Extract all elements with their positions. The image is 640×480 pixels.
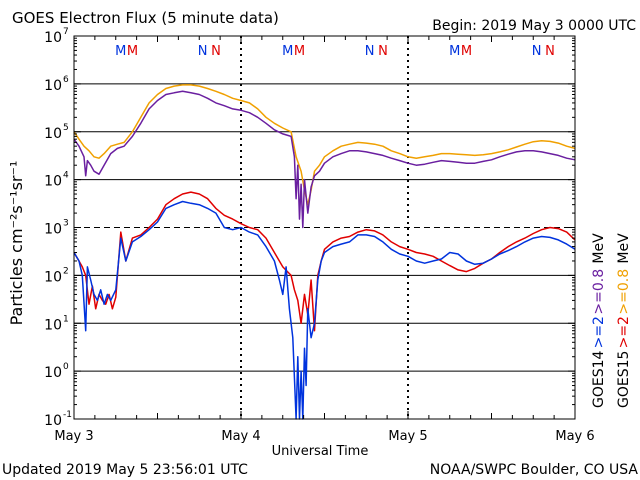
- credit-text: NOAA/SWPC Boulder, CO USA: [430, 462, 639, 478]
- event-marker: N: [378, 44, 388, 59]
- event-marker: M: [282, 44, 293, 59]
- x-axis-ticks: May 3 May 4 May 5 May 6: [54, 36, 595, 444]
- event-marker: M: [127, 44, 138, 59]
- y-tick-exponent: 3: [63, 219, 69, 229]
- plot-frame: [73, 35, 576, 420]
- y-tick-label: 10: [44, 78, 62, 94]
- event-marker: M: [294, 44, 305, 59]
- event-marker: N: [211, 44, 221, 59]
- y-tick-exponent: 7: [63, 27, 69, 37]
- y-tick-label: 10: [44, 365, 62, 381]
- legend-entry: >=0.8: [616, 269, 632, 315]
- y-tick-exponent: 1: [63, 314, 69, 324]
- event-marker: N: [532, 44, 542, 59]
- x-axis-label: Universal Time: [272, 444, 369, 459]
- legend-entry: >=2: [616, 316, 632, 348]
- series-line: [73, 90, 576, 229]
- y-tick-exponent: 2: [63, 266, 69, 276]
- y-tick-exponent: 5: [63, 123, 69, 133]
- event-marker: M: [115, 44, 126, 59]
- event-marker: N: [365, 44, 375, 59]
- y-tick-label: 10: [44, 413, 62, 429]
- legend-entry: GOES14: [591, 350, 607, 408]
- event-marker: N: [198, 44, 208, 59]
- event-marker: M: [449, 44, 460, 59]
- begin-date: Begin: 2019 May 3 0000 UTC: [432, 18, 636, 34]
- x-tick-label: May 5: [388, 429, 427, 444]
- y-tick-label: 10: [44, 222, 62, 238]
- chart-title: GOES Electron Flux (5 minute data): [12, 9, 279, 27]
- x-tick-label: May 3: [54, 429, 93, 444]
- y-tick-exponent: 6: [63, 75, 69, 85]
- gridlines: [74, 36, 575, 419]
- series-line: [73, 191, 576, 332]
- y-tick-label: 10: [44, 317, 62, 333]
- y-tick-label: 10: [44, 174, 62, 190]
- updated-timestamp: Updated 2019 May 5 23:56:01 UTC: [2, 462, 248, 478]
- legend-entry: MeV: [616, 233, 632, 264]
- y-tick-label: 10: [44, 269, 62, 285]
- legend-entry: >=0.8: [591, 269, 607, 315]
- series-line: [73, 200, 576, 420]
- y-tick-exponent: 0: [63, 362, 69, 372]
- series-line: [73, 84, 576, 206]
- y-tick-label: 10: [44, 126, 62, 142]
- y-tick-exponent: -1: [63, 410, 72, 420]
- legend-entry: GOES15: [616, 351, 632, 408]
- y-tick-exponent: 4: [63, 171, 69, 181]
- plot-area: [73, 84, 576, 420]
- event-marker: N: [545, 44, 555, 59]
- y-tick-label: 10: [44, 30, 62, 46]
- legend-entry: MeV: [591, 233, 607, 264]
- event-marker: M: [461, 44, 472, 59]
- x-tick-label: May 4: [221, 429, 260, 444]
- legend-entry: >=2: [591, 316, 607, 348]
- x-tick-label: May 6: [555, 429, 594, 444]
- y-axis-label: Particles cm⁻²s⁻¹sr⁻¹: [7, 161, 26, 326]
